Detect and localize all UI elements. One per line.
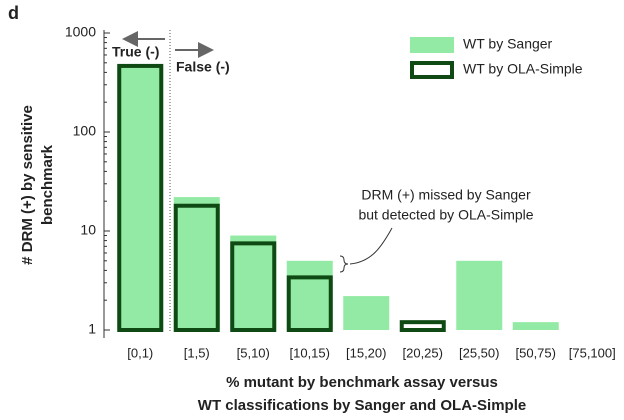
bar [286, 260, 333, 330]
y-axis-label: # DRM (+) by sensitive [19, 105, 36, 265]
leader-line [349, 227, 393, 265]
x-tick-label: [75,100] [569, 345, 616, 360]
bar [117, 65, 164, 331]
bar [230, 235, 277, 330]
x-axis-label: % mutant by benchmark assay versus [226, 374, 498, 391]
bracket [339, 255, 349, 273]
y-tick-label: 1000 [65, 24, 96, 40]
x-tick-label: [10,15) [290, 345, 330, 360]
legend-label: WT by OLA-Simple [463, 61, 583, 77]
x-tick-label: [50,75) [516, 345, 556, 360]
y-tick-label: 100 [73, 123, 97, 139]
bar [286, 275, 333, 332]
bar [343, 296, 390, 330]
x-axis-label: WT classifications by Sanger and OLA-Sim… [198, 397, 526, 414]
bar [173, 203, 220, 333]
legend-swatch [410, 61, 454, 79]
legend-swatch [410, 37, 454, 53]
bar [230, 241, 277, 333]
annotation: but detected by OLA-Simple [358, 207, 533, 223]
y-tick-label: 1 [88, 321, 96, 337]
x-tick-label: [1,5) [184, 345, 210, 360]
bar [173, 197, 220, 330]
annotation: True (-) [112, 44, 159, 60]
legend-label: WT by Sanger [463, 36, 553, 52]
bar [512, 322, 559, 330]
x-tick-label: [25,50) [459, 345, 499, 360]
y-tick-label: 10 [80, 222, 96, 238]
bar [117, 63, 164, 333]
bar [399, 320, 446, 333]
panel-label: d [8, 3, 19, 23]
annotation: False (-) [176, 59, 230, 75]
y-axis-label: benchmark [39, 144, 56, 225]
x-tick-label: [15,20) [346, 345, 386, 360]
x-tick-label: [20,25) [403, 345, 443, 360]
bar [456, 260, 503, 330]
x-tick-label: [5,10) [237, 345, 270, 360]
annotation: DRM (+) missed by Sanger [361, 187, 531, 203]
x-tick-label: [0,1) [127, 345, 153, 360]
